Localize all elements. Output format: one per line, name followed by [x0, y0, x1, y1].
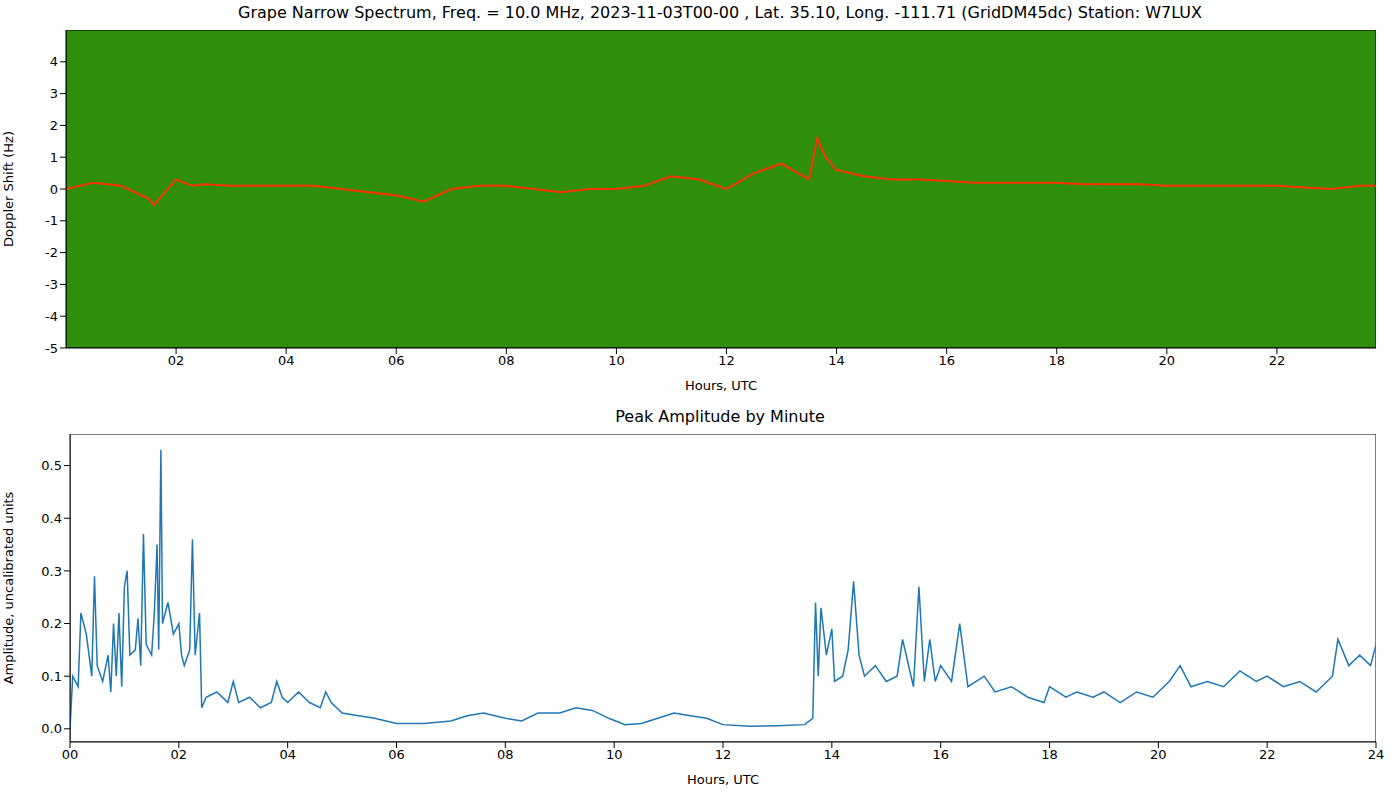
svg-text:00: 00 — [62, 747, 79, 762]
svg-text:24: 24 — [1368, 747, 1385, 762]
svg-text:0.2: 0.2 — [41, 616, 62, 631]
svg-text:04: 04 — [278, 353, 295, 368]
svg-text:0.5: 0.5 — [41, 458, 62, 473]
svg-text:0.1: 0.1 — [41, 669, 62, 684]
svg-text:-5: -5 — [45, 341, 58, 356]
svg-text:10: 10 — [606, 747, 623, 762]
svg-text:1: 1 — [50, 150, 58, 165]
svg-text:20: 20 — [1159, 353, 1176, 368]
html-text:Peak Amplitude by Minute: Peak Amplitude by Minute — [615, 407, 825, 426]
svg-text:02: 02 — [171, 747, 188, 762]
svg-text:04: 04 — [279, 747, 296, 762]
svg-text:06: 06 — [388, 747, 405, 762]
svg-text:16: 16 — [938, 353, 955, 368]
svg-text:0.0: 0.0 — [41, 721, 62, 736]
svg-text:18: 18 — [1048, 353, 1065, 368]
svg-text:Amplitude, uncalibrated units: Amplitude, uncalibrated units — [1, 491, 16, 684]
svg-text:0.3: 0.3 — [41, 564, 62, 579]
svg-text:-1: -1 — [45, 213, 58, 228]
svg-text:10: 10 — [608, 353, 625, 368]
html-text:Grape Narrow Spectrum, Freq. =: Grape Narrow Spectrum, Freq. = 10.0 MHz,… — [238, 3, 1202, 22]
svg-text:08: 08 — [498, 353, 515, 368]
svg-text:Doppler Shift (Hz): Doppler Shift (Hz) — [1, 131, 16, 247]
svg-text:Hours, UTC: Hours, UTC — [687, 772, 759, 787]
svg-text:14: 14 — [824, 747, 841, 762]
svg-text:20: 20 — [1150, 747, 1167, 762]
svg-text:12: 12 — [718, 353, 735, 368]
svg-text:02: 02 — [168, 353, 185, 368]
svg-text:3: 3 — [50, 86, 58, 101]
svg-text:08: 08 — [497, 747, 514, 762]
svg-text:4: 4 — [50, 54, 58, 69]
svg-text:2: 2 — [50, 118, 58, 133]
svg-text:22: 22 — [1269, 353, 1286, 368]
svg-text:18: 18 — [1041, 747, 1058, 762]
svg-text:Hours, UTC: Hours, UTC — [685, 378, 757, 393]
svg-text:06: 06 — [388, 353, 405, 368]
svg-text:22: 22 — [1259, 747, 1276, 762]
svg-text:12: 12 — [715, 747, 732, 762]
svg-text:-4: -4 — [45, 309, 58, 324]
svg-text:0.4: 0.4 — [41, 511, 62, 526]
svg-text:-2: -2 — [45, 245, 58, 260]
svg-text:14: 14 — [828, 353, 845, 368]
svg-text:-3: -3 — [45, 277, 58, 292]
svg-text:0: 0 — [50, 182, 58, 197]
svg-text:16: 16 — [932, 747, 949, 762]
